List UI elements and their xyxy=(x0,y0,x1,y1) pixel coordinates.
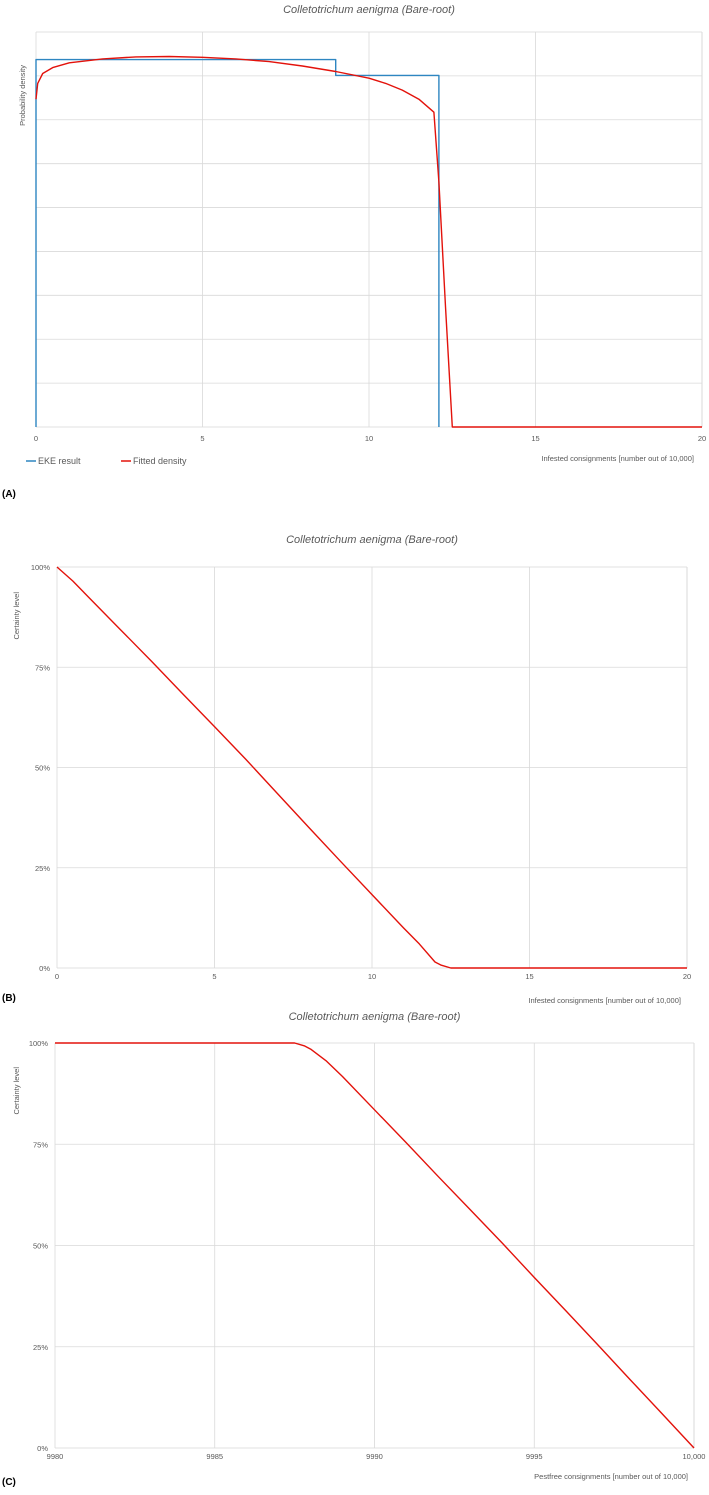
x-tick-label: 15 xyxy=(531,434,539,443)
y-tick-label: 25% xyxy=(33,1343,48,1352)
y-tick-label: 50% xyxy=(35,764,50,773)
y-tick-label: 0% xyxy=(39,964,50,973)
x-tick-label: 9990 xyxy=(366,1452,383,1461)
series-line xyxy=(55,1042,695,1449)
x-tick-label: 20 xyxy=(683,972,691,981)
x-tick-label: 9995 xyxy=(526,1452,543,1461)
legend-entry: Fitted density xyxy=(133,456,187,466)
y-tick-label: 0% xyxy=(37,1444,48,1453)
series-line xyxy=(56,566,687,969)
eke-result-line xyxy=(35,58,440,427)
x-tick-label: 10,000 xyxy=(683,1452,706,1461)
x-tick-label: 0 xyxy=(55,972,59,981)
chart-title: Colletotrichum aenigma (Bare-root) xyxy=(289,1011,461,1023)
y-axis-label: Certainty level xyxy=(12,1067,21,1115)
chart-panel-b: Colletotrichum aenigma (Bare-root) 0 5 10 15… xyxy=(2,534,691,1005)
x-tick-label: 9985 xyxy=(206,1452,223,1461)
panel-label: (A) xyxy=(2,489,16,500)
y-tick-label: 50% xyxy=(33,1242,48,1251)
x-axis-label: Pestfree consignments [number out of 10,… xyxy=(534,1472,688,1481)
x-tick-label: 10 xyxy=(365,434,373,443)
y-axis-label: Certainty level xyxy=(12,592,21,640)
y-tick-label: 100% xyxy=(31,563,51,572)
y-tick-label: 75% xyxy=(35,663,50,672)
x-tick-label: 10 xyxy=(368,972,376,981)
x-tick-label: 0 xyxy=(34,434,38,443)
x-tick-label: 20 xyxy=(698,434,706,443)
legend-entry: EKE result xyxy=(38,456,81,466)
y-axis-label: Probability density xyxy=(18,65,27,126)
x-tick-label: 9980 xyxy=(47,1452,64,1461)
x-tick-label: 5 xyxy=(200,434,204,443)
fitted-density-line xyxy=(35,55,702,428)
chart-title: Colletotrichum aenigma (Bare-root) xyxy=(283,4,455,16)
y-tick-label: 75% xyxy=(33,1140,48,1149)
panel-label: (B) xyxy=(2,993,16,1004)
x-tick-label: 15 xyxy=(525,972,533,981)
panel-label: (C) xyxy=(2,1477,16,1488)
chart-title: Colletotrichum aenigma (Bare-root) xyxy=(286,534,458,546)
chart-panel-a: Colletotrichum aenigma (Bare-root) 0 5 10 15… xyxy=(2,4,706,500)
x-axis-label: Infested consignments [number out of 10,… xyxy=(528,996,681,1005)
y-tick-label: 25% xyxy=(35,864,50,873)
y-tick-label: 100% xyxy=(29,1039,49,1048)
x-tick-label: 5 xyxy=(212,972,216,981)
x-axis-label: Infested consignments [number out of 10,… xyxy=(541,454,694,463)
chart-panel-c: Colletotrichum aenigma (Bare-root) 9980 99… xyxy=(2,1011,705,1488)
